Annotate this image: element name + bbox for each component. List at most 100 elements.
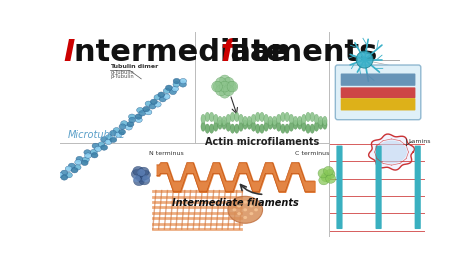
Ellipse shape bbox=[61, 175, 68, 180]
Ellipse shape bbox=[319, 120, 323, 129]
Ellipse shape bbox=[323, 167, 333, 176]
Ellipse shape bbox=[137, 107, 144, 113]
Ellipse shape bbox=[212, 81, 222, 92]
Ellipse shape bbox=[150, 99, 157, 105]
Ellipse shape bbox=[218, 116, 222, 126]
Ellipse shape bbox=[237, 204, 241, 207]
Ellipse shape bbox=[61, 170, 68, 176]
Ellipse shape bbox=[213, 114, 218, 123]
Text: Lamins: Lamins bbox=[409, 139, 431, 144]
Ellipse shape bbox=[71, 168, 78, 173]
Ellipse shape bbox=[298, 116, 302, 126]
Ellipse shape bbox=[255, 124, 260, 133]
Ellipse shape bbox=[205, 124, 210, 133]
Ellipse shape bbox=[143, 106, 150, 112]
Text: Tubulin dimer: Tubulin dimer bbox=[110, 64, 159, 69]
Ellipse shape bbox=[230, 124, 235, 133]
Ellipse shape bbox=[264, 122, 268, 131]
Ellipse shape bbox=[276, 122, 281, 131]
Ellipse shape bbox=[301, 122, 306, 131]
Ellipse shape bbox=[276, 114, 281, 123]
FancyBboxPatch shape bbox=[341, 87, 415, 98]
Ellipse shape bbox=[105, 139, 112, 145]
Ellipse shape bbox=[216, 77, 226, 88]
Ellipse shape bbox=[159, 97, 166, 102]
FancyBboxPatch shape bbox=[341, 73, 415, 86]
Ellipse shape bbox=[239, 122, 243, 131]
Ellipse shape bbox=[210, 112, 214, 122]
FancyBboxPatch shape bbox=[337, 146, 343, 229]
Ellipse shape bbox=[163, 88, 170, 94]
Ellipse shape bbox=[154, 102, 161, 107]
Ellipse shape bbox=[216, 85, 226, 96]
Ellipse shape bbox=[136, 173, 146, 182]
Ellipse shape bbox=[109, 130, 117, 136]
Ellipse shape bbox=[210, 124, 214, 133]
Ellipse shape bbox=[237, 212, 241, 215]
Ellipse shape bbox=[92, 143, 99, 149]
Ellipse shape bbox=[173, 82, 180, 87]
Ellipse shape bbox=[65, 172, 73, 178]
Ellipse shape bbox=[272, 116, 277, 126]
Ellipse shape bbox=[249, 212, 253, 215]
Ellipse shape bbox=[222, 120, 227, 129]
Ellipse shape bbox=[226, 122, 230, 131]
Ellipse shape bbox=[289, 114, 293, 123]
FancyBboxPatch shape bbox=[375, 146, 382, 229]
Ellipse shape bbox=[139, 176, 150, 185]
Ellipse shape bbox=[319, 176, 329, 185]
Ellipse shape bbox=[251, 114, 256, 123]
Ellipse shape bbox=[128, 114, 136, 119]
Ellipse shape bbox=[218, 120, 222, 129]
Ellipse shape bbox=[323, 116, 327, 126]
Text: ntermediate: ntermediate bbox=[73, 38, 296, 67]
Ellipse shape bbox=[133, 167, 144, 176]
Ellipse shape bbox=[115, 132, 122, 138]
Ellipse shape bbox=[81, 160, 88, 165]
Ellipse shape bbox=[65, 166, 72, 171]
Ellipse shape bbox=[235, 124, 239, 133]
Ellipse shape bbox=[268, 120, 273, 129]
Ellipse shape bbox=[219, 75, 230, 86]
Text: C terminus: C terminus bbox=[295, 151, 329, 156]
FancyBboxPatch shape bbox=[415, 146, 421, 229]
Ellipse shape bbox=[301, 114, 306, 123]
Ellipse shape bbox=[272, 120, 277, 129]
Ellipse shape bbox=[223, 77, 234, 88]
Ellipse shape bbox=[165, 85, 173, 90]
Ellipse shape bbox=[140, 170, 151, 180]
Text: Actin microfilaments: Actin microfilaments bbox=[205, 137, 319, 147]
Ellipse shape bbox=[306, 124, 310, 133]
Ellipse shape bbox=[243, 216, 247, 219]
Ellipse shape bbox=[260, 124, 264, 133]
Ellipse shape bbox=[201, 114, 205, 123]
Ellipse shape bbox=[135, 117, 142, 123]
Ellipse shape bbox=[219, 87, 230, 98]
Ellipse shape bbox=[306, 112, 310, 122]
Ellipse shape bbox=[121, 121, 128, 126]
Ellipse shape bbox=[318, 169, 328, 178]
Ellipse shape bbox=[228, 196, 263, 223]
Ellipse shape bbox=[129, 117, 136, 123]
Ellipse shape bbox=[243, 116, 247, 126]
Ellipse shape bbox=[281, 112, 285, 122]
Ellipse shape bbox=[163, 94, 170, 99]
Ellipse shape bbox=[249, 204, 253, 207]
Ellipse shape bbox=[233, 208, 237, 211]
Ellipse shape bbox=[84, 150, 91, 155]
Ellipse shape bbox=[145, 101, 152, 106]
Ellipse shape bbox=[91, 149, 97, 155]
Ellipse shape bbox=[222, 116, 227, 126]
Ellipse shape bbox=[285, 124, 289, 133]
Ellipse shape bbox=[170, 89, 176, 95]
Ellipse shape bbox=[131, 169, 142, 179]
Ellipse shape bbox=[213, 81, 224, 92]
Ellipse shape bbox=[223, 85, 234, 96]
Text: α-Tubulin: α-Tubulin bbox=[110, 69, 134, 74]
Ellipse shape bbox=[251, 122, 256, 131]
Ellipse shape bbox=[133, 175, 140, 182]
Ellipse shape bbox=[84, 153, 91, 158]
Ellipse shape bbox=[135, 114, 142, 119]
Ellipse shape bbox=[154, 95, 161, 100]
Ellipse shape bbox=[74, 165, 81, 170]
